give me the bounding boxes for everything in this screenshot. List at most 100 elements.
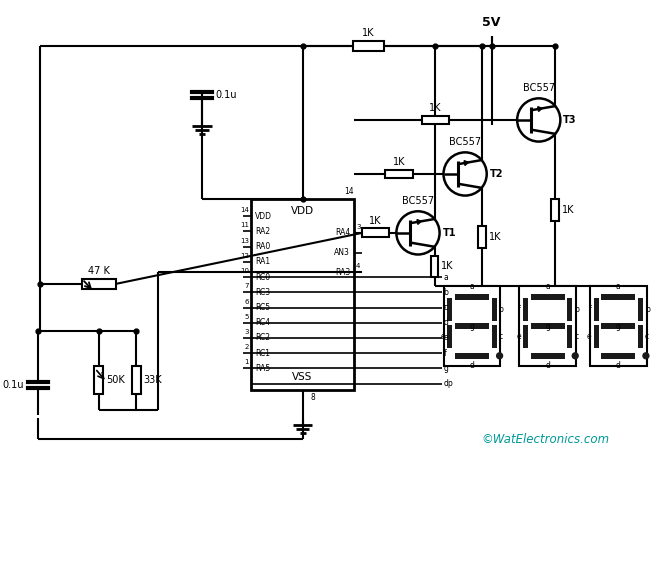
Text: BC557: BC557 bbox=[402, 196, 434, 206]
Bar bbox=[95, 366, 103, 394]
Text: 8: 8 bbox=[310, 393, 315, 402]
Text: RA0: RA0 bbox=[255, 242, 270, 251]
Text: 1K: 1K bbox=[430, 103, 442, 112]
Text: g: g bbox=[545, 321, 550, 330]
Text: 47 K: 47 K bbox=[88, 266, 110, 276]
Bar bbox=[530, 323, 564, 329]
Text: VDD: VDD bbox=[291, 206, 314, 216]
Text: dp: dp bbox=[443, 379, 453, 388]
Polygon shape bbox=[464, 161, 468, 165]
Text: 1K: 1K bbox=[393, 157, 405, 166]
Text: c: c bbox=[645, 332, 649, 341]
Text: 11: 11 bbox=[240, 223, 249, 229]
Text: c: c bbox=[499, 332, 503, 341]
Circle shape bbox=[643, 353, 649, 359]
Text: VSS: VSS bbox=[292, 372, 313, 382]
Bar bbox=[455, 323, 489, 329]
Text: RA4: RA4 bbox=[335, 228, 350, 237]
Text: RC0: RC0 bbox=[255, 273, 270, 282]
Text: a: a bbox=[545, 282, 550, 291]
Text: RA1: RA1 bbox=[255, 257, 270, 266]
Text: 7: 7 bbox=[244, 283, 249, 289]
Bar bbox=[590, 286, 646, 366]
Bar bbox=[530, 353, 564, 359]
Text: d: d bbox=[470, 361, 474, 370]
Text: 13: 13 bbox=[240, 238, 249, 244]
Bar bbox=[523, 325, 528, 348]
Text: g: g bbox=[470, 321, 474, 330]
Bar bbox=[523, 298, 528, 321]
Text: RA3: RA3 bbox=[335, 268, 350, 277]
Text: 1K: 1K bbox=[562, 205, 575, 215]
Text: b: b bbox=[499, 305, 503, 314]
Text: RC3: RC3 bbox=[255, 288, 270, 297]
Bar bbox=[601, 353, 635, 359]
Text: T2: T2 bbox=[489, 169, 503, 179]
Text: VDD: VDD bbox=[255, 212, 272, 221]
Bar bbox=[422, 116, 449, 124]
Text: 14: 14 bbox=[344, 187, 354, 196]
Bar bbox=[132, 366, 141, 394]
Text: f: f bbox=[518, 305, 521, 314]
Text: 3: 3 bbox=[244, 329, 249, 335]
Text: b: b bbox=[443, 288, 448, 297]
Polygon shape bbox=[417, 220, 421, 224]
Bar bbox=[82, 279, 116, 289]
Text: 10: 10 bbox=[240, 268, 249, 274]
Text: 1K: 1K bbox=[442, 261, 454, 271]
Text: RC2: RC2 bbox=[255, 333, 270, 342]
Text: 12: 12 bbox=[240, 253, 249, 259]
Bar bbox=[601, 293, 635, 300]
Bar bbox=[491, 298, 497, 321]
Text: c: c bbox=[574, 332, 578, 341]
Text: 3: 3 bbox=[356, 224, 361, 230]
Bar bbox=[530, 293, 564, 300]
Bar bbox=[447, 298, 453, 321]
Bar bbox=[385, 170, 413, 178]
Text: RC4: RC4 bbox=[255, 318, 270, 327]
Bar bbox=[491, 325, 497, 348]
Bar bbox=[455, 293, 489, 300]
Text: T3: T3 bbox=[563, 115, 577, 125]
Text: d: d bbox=[545, 361, 550, 370]
Text: f: f bbox=[443, 348, 446, 357]
Text: 14: 14 bbox=[240, 207, 249, 213]
Text: g: g bbox=[616, 321, 621, 330]
Text: 1: 1 bbox=[244, 360, 249, 365]
Text: 1K: 1K bbox=[362, 29, 374, 38]
Text: a: a bbox=[470, 282, 474, 291]
Bar bbox=[601, 323, 635, 329]
Bar bbox=[567, 325, 572, 348]
Text: c: c bbox=[443, 303, 447, 312]
Text: 2: 2 bbox=[244, 345, 249, 350]
Text: b: b bbox=[574, 305, 579, 314]
Bar bbox=[567, 298, 572, 321]
Text: 0.1u: 0.1u bbox=[215, 90, 237, 101]
Bar bbox=[519, 286, 576, 366]
Circle shape bbox=[572, 353, 578, 359]
Bar bbox=[594, 325, 599, 348]
Text: 33K: 33K bbox=[143, 375, 162, 385]
Bar bbox=[551, 199, 559, 221]
Text: g: g bbox=[443, 364, 448, 373]
Text: 4: 4 bbox=[356, 263, 361, 269]
Text: RC1: RC1 bbox=[255, 348, 270, 357]
Text: a: a bbox=[443, 273, 448, 282]
Text: e: e bbox=[441, 332, 445, 341]
Text: e: e bbox=[587, 332, 592, 341]
Text: 50K: 50K bbox=[106, 375, 125, 385]
Text: d: d bbox=[616, 361, 621, 370]
Text: 1K: 1K bbox=[369, 215, 382, 225]
Bar bbox=[430, 256, 438, 277]
Text: BC557: BC557 bbox=[523, 83, 555, 93]
Text: BC557: BC557 bbox=[449, 138, 481, 147]
Text: e: e bbox=[443, 333, 448, 342]
Bar bbox=[638, 298, 643, 321]
Bar bbox=[594, 298, 599, 321]
Polygon shape bbox=[538, 107, 542, 111]
Text: d: d bbox=[443, 318, 448, 327]
Text: a: a bbox=[616, 282, 621, 291]
Text: 6: 6 bbox=[244, 298, 249, 305]
Circle shape bbox=[497, 353, 503, 359]
Text: RC5: RC5 bbox=[255, 303, 270, 312]
